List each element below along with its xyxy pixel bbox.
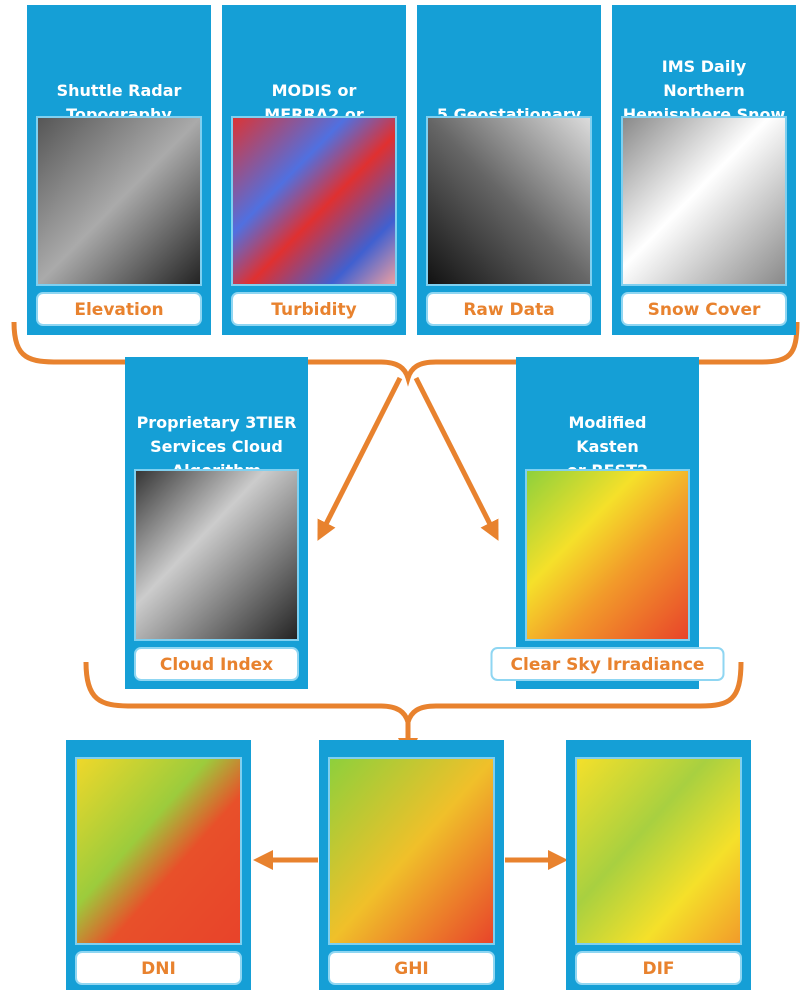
label-box <box>134 647 299 681</box>
panel: ModifiedKastenor REST2Clear Sky Irradian… <box>490 357 725 689</box>
panel: 5 GeostationarySatellitesRaw Data <box>417 5 601 335</box>
map-image <box>36 116 202 286</box>
map-image <box>231 116 397 286</box>
source-text: Shuttle Radar <box>57 81 182 100</box>
output-label: Raw Data <box>463 300 554 320</box>
label-box <box>426 292 592 326</box>
label-box <box>328 951 495 985</box>
source-text: MODIS or <box>272 81 357 100</box>
panel: DNI <box>66 740 251 990</box>
label-box <box>621 292 787 326</box>
label-box <box>231 292 397 326</box>
label-box <box>36 292 202 326</box>
output-label: DNI <box>141 959 176 979</box>
panel: GHI <box>319 740 504 990</box>
output-label: DIF <box>642 959 674 979</box>
source-text: Services Cloud <box>150 437 283 456</box>
source-text: IMS Daily <box>662 57 747 76</box>
panel: Shuttle RadarTopographyMission (STRM)Ele… <box>27 5 211 335</box>
source-text: Kasten <box>576 437 639 456</box>
source-text: Proprietary 3TIER <box>137 413 297 432</box>
label-box <box>575 951 742 985</box>
map-image <box>426 116 592 286</box>
output-label: Turbidity <box>271 300 356 320</box>
map-image <box>75 757 242 945</box>
output-label: Cloud Index <box>160 655 273 675</box>
map-image <box>525 469 690 641</box>
map-image <box>328 757 495 945</box>
map-image <box>134 469 299 641</box>
source-text: Northern <box>663 81 744 100</box>
label-box <box>490 647 725 681</box>
label-box <box>75 951 242 985</box>
map-image <box>621 116 787 286</box>
panel: DIF <box>566 740 751 990</box>
output-label: Clear Sky Irradiance <box>511 655 705 675</box>
output-label: Elevation <box>74 300 163 320</box>
connectors <box>11 321 800 870</box>
output-label: Snow Cover <box>648 300 761 320</box>
map-image <box>575 757 742 945</box>
source-text: Modified <box>568 413 646 432</box>
output-label: GHI <box>394 959 429 979</box>
